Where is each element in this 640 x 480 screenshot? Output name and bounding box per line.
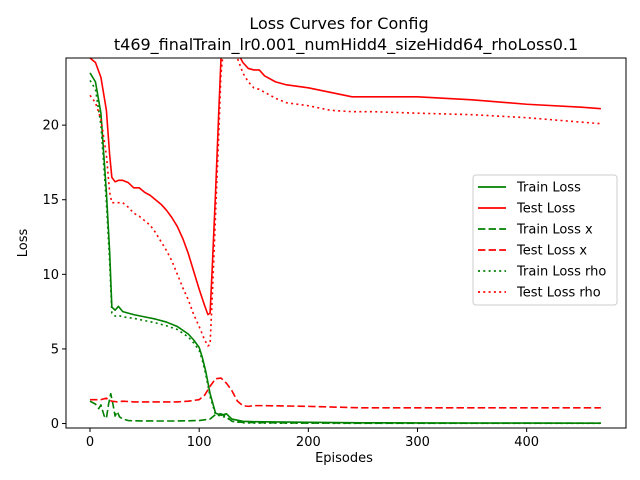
legend: Train Loss Test Loss Train Loss x Test Loss… <box>472 174 618 306</box>
x-tick-label: 100 <box>187 435 212 450</box>
legend-label-test-loss-x: Test Loss x <box>516 244 587 259</box>
y-tick-label: 5 <box>51 342 59 357</box>
legend-label-train-loss: Train Loss <box>516 181 581 196</box>
legend-label-test-loss-rho: Test Loss rho <box>516 286 601 301</box>
legend-label-test-loss: Test Loss <box>516 202 575 217</box>
legend-label-train-loss-rho: Train Loss rho <box>516 265 606 280</box>
y-axis-ticks: 0 5 10 15 20 <box>42 119 66 432</box>
y-tick-label: 0 <box>51 417 59 432</box>
y-tick-label: 10 <box>42 268 59 283</box>
x-axis-ticks: 0 100 200 300 400 <box>86 428 539 450</box>
x-tick-label: 0 <box>86 435 94 450</box>
y-axis-label: Loss <box>16 229 31 258</box>
plot-frame <box>65 57 627 429</box>
x-tick-label: 400 <box>514 435 539 450</box>
chart-subtitle: t469_finalTrain_lr0.001_numHidd4_sizeHid… <box>114 35 578 55</box>
series-line-train-loss-rho <box>89 79 601 425</box>
plot-lines <box>89 58 601 425</box>
series-line-test-loss-rho <box>89 58 601 347</box>
legend-box <box>472 174 618 306</box>
x-tick-label: 200 <box>296 435 321 450</box>
chart-title: Loss Curves for Config <box>249 14 428 33</box>
series-line-test-loss-x <box>90 377 601 409</box>
x-tick-label: 300 <box>405 435 430 450</box>
x-axis-label: Episodes <box>315 451 373 466</box>
y-tick-label: 15 <box>42 193 59 208</box>
series-line-test-loss <box>89 58 601 316</box>
y-tick-label: 20 <box>42 119 59 134</box>
legend-label-train-loss-x: Train Loss x <box>516 223 593 238</box>
